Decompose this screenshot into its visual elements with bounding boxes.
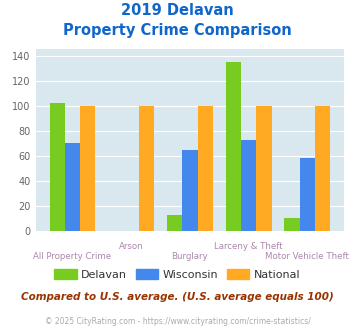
Bar <box>65 143 80 231</box>
Bar <box>226 62 241 231</box>
Bar <box>315 106 330 231</box>
Bar <box>80 106 95 231</box>
Text: All Property Crime: All Property Crime <box>33 252 111 261</box>
Text: 2019 Delavan: 2019 Delavan <box>121 3 234 18</box>
Bar <box>182 149 198 231</box>
Bar <box>284 218 300 231</box>
Bar <box>50 103 65 231</box>
Text: Larceny & Theft: Larceny & Theft <box>214 242 283 250</box>
Text: Arson: Arson <box>119 242 143 250</box>
Bar <box>241 140 256 231</box>
Text: Motor Vehicle Theft: Motor Vehicle Theft <box>266 252 349 261</box>
Text: Property Crime Comparison: Property Crime Comparison <box>63 23 292 38</box>
Bar <box>300 158 315 231</box>
Text: Burglary: Burglary <box>171 252 208 261</box>
Bar <box>198 106 213 231</box>
Bar <box>167 215 182 231</box>
Bar <box>139 106 154 231</box>
Text: Compared to U.S. average. (U.S. average equals 100): Compared to U.S. average. (U.S. average … <box>21 292 334 302</box>
Text: © 2025 CityRating.com - https://www.cityrating.com/crime-statistics/: © 2025 CityRating.com - https://www.city… <box>45 317 310 326</box>
Bar <box>256 106 272 231</box>
Legend: Delavan, Wisconsin, National: Delavan, Wisconsin, National <box>50 265 305 284</box>
